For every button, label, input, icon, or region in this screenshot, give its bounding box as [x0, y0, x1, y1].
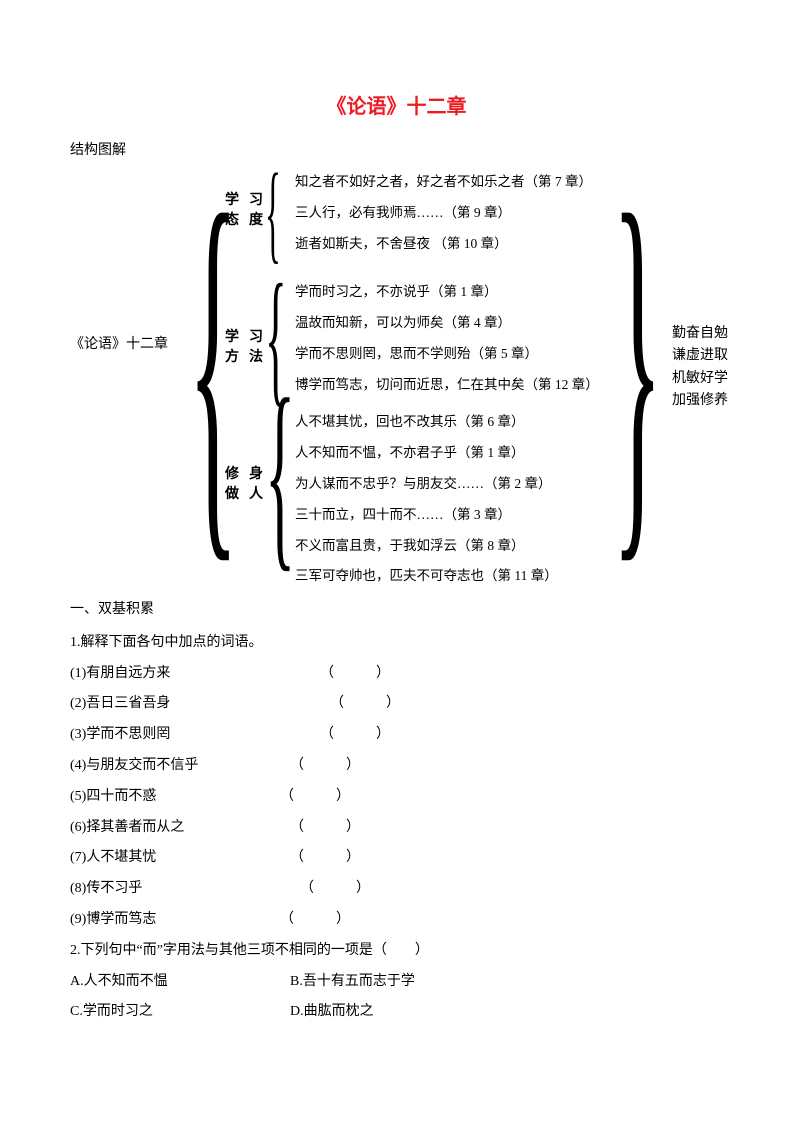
diagram-item: 知之者不如好之者，好之者不如乐之者（第 7 章）: [295, 173, 592, 192]
summary-line: 加强修养: [672, 390, 728, 412]
diagram-item: 不义而富且贵，于我如浮云（第 8 章）: [295, 537, 558, 556]
answer-blank[interactable]: （ ）: [290, 751, 360, 782]
diagram-item: 博学而笃志，切问而近思，仁在其中矣（第 12 章）: [295, 376, 599, 395]
option-a[interactable]: A.人不知而不愠: [70, 967, 290, 998]
category-label-3: 修身 做人: [225, 465, 265, 504]
q1-item: (2)吾日三省吾身: [70, 689, 330, 720]
diagram-item: 逝者如斯夫，不舍昼夜 （第 10 章）: [295, 235, 592, 254]
q1-item: (1)有朋自远方来: [70, 659, 270, 690]
q1-item: (5)四十而不惑: [70, 782, 280, 813]
category-items-1: 知之者不如好之者，好之者不如乐之者（第 7 章） 三人行，必有我师焉……（第 9…: [295, 173, 592, 266]
question-2: 2.下列句中“而”字用法与其他三项不相同的一项是（ ）: [70, 936, 723, 967]
option-d[interactable]: D.曲肱而枕之: [290, 997, 374, 1028]
category-label-1: 学习 态度: [225, 191, 265, 230]
diagram-summary: 勤奋自勉 谦虚进取 机敏好学 加强修养: [672, 323, 728, 413]
diagram-item: 人不知而不愠，不亦君子乎（第 1 章）: [295, 444, 558, 463]
structure-diagram: 《论语》十二章 { 学习 态度 { 知之者不如好之者，好之者不如乐之者（第 7 …: [70, 173, 723, 583]
q1-item: (8)传不习乎: [70, 874, 300, 905]
page-title: 《论语》十二章: [70, 90, 723, 119]
option-c[interactable]: C.学而时习之: [70, 997, 290, 1028]
summary-line: 勤奋自勉: [672, 323, 728, 345]
category-label-2: 学习 方法: [225, 328, 265, 367]
q1-item: (3)学而不思则罔: [70, 720, 320, 751]
question-1: 1.解释下面各句中加点的词语。: [70, 628, 723, 659]
diagram-item: 为人谋而不忠乎？与朋友交……（第 2 章）: [295, 475, 558, 494]
brace-icon: {: [265, 157, 281, 267]
answer-blank[interactable]: （ ）: [300, 874, 370, 905]
q1-item: (4)与朋友交而不信乎: [70, 751, 290, 782]
answer-blank[interactable]: （ ）: [320, 720, 390, 751]
diagram-item: 温故而知新，可以为师矣（第 4 章）: [295, 314, 599, 333]
brace-icon: {: [265, 368, 295, 578]
exercise-heading-1: 一、双基积累: [70, 595, 723, 626]
q1-item: (9)博学而笃志: [70, 905, 280, 936]
diagram-item: 人不堪其忧，回也不改其乐（第 6 章）: [295, 413, 558, 432]
answer-blank[interactable]: （ ）: [280, 782, 350, 813]
diagram-root: 《论语》十二章: [70, 333, 168, 353]
q1-item: (6)择其善者而从之: [70, 813, 290, 844]
diagram-item: 学而不思则罔，思而不学则殆（第 5 章）: [295, 345, 599, 364]
exercises-section: 一、双基积累 1.解释下面各句中加点的词语。 (1)有朋自远方来 （ ） (2)吾…: [70, 595, 723, 1028]
category-items-2: 学而时习之，不亦说乎（第 1 章） 温故而知新，可以为师矣（第 4 章） 学而不…: [295, 283, 599, 407]
diagram-item: 三人行，必有我师焉……（第 9 章）: [295, 204, 592, 223]
answer-blank[interactable]: （ ）: [290, 813, 360, 844]
diagram-item: 学而时习之，不亦说乎（第 1 章）: [295, 283, 599, 302]
diagram-item: 三十而立，四十而不……（第 3 章）: [295, 506, 558, 525]
brace-icon: }: [613, 153, 663, 573]
diagram-item: 三军可夺帅也，匹夫不可夺志也（第 11 章）: [295, 567, 558, 586]
answer-blank[interactable]: （ ）: [280, 905, 350, 936]
q1-item: (7)人不堪其忧: [70, 843, 290, 874]
option-b[interactable]: B.吾十有五而志于学: [290, 967, 415, 998]
answer-blank[interactable]: （ ）: [330, 689, 400, 720]
category-items-3: 人不堪其忧，回也不改其乐（第 6 章） 人不知而不愠，不亦君子乎（第 1 章） …: [295, 413, 558, 598]
answer-blank[interactable]: （ ）: [320, 659, 390, 690]
summary-line: 谦虚进取: [672, 345, 728, 367]
answer-blank[interactable]: （ ）: [290, 843, 360, 874]
summary-line: 机敏好学: [672, 368, 728, 390]
